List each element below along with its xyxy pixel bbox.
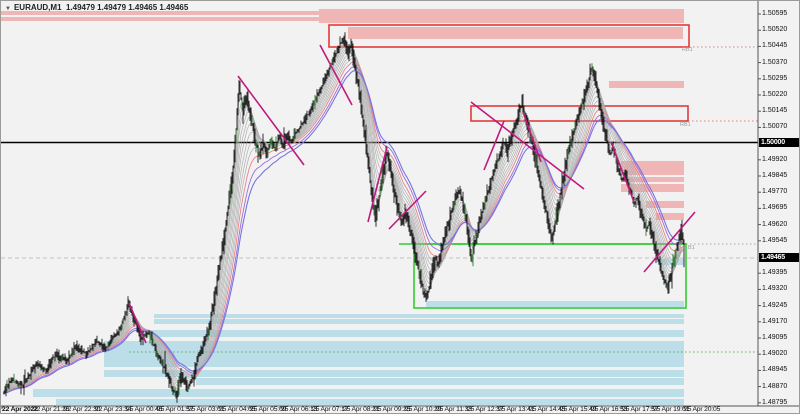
demand-zone[interactable]	[196, 378, 684, 385]
demand-zone[interactable]	[658, 259, 684, 265]
demand-zone[interactable]	[154, 314, 684, 318]
price-axis-label: 1.50445	[762, 42, 788, 50]
trendline-object[interactable]	[367, 146, 388, 223]
axis-corner	[759, 407, 799, 413]
candlesticks-up	[6, 58, 677, 397]
ma-ribbon-line	[2, 43, 684, 394]
price-axis-label: 1.49395	[762, 269, 788, 277]
supply-zone[interactable]	[621, 184, 684, 192]
time-axis-label: 22 Apr 23:34	[95, 406, 132, 413]
demand-zone[interactable]	[426, 301, 684, 307]
time-axis-label: 25 Apr 17:57	[622, 406, 659, 413]
price-axis-label: 1.49095	[762, 334, 788, 341]
price-axis-label: 1.49770	[762, 188, 788, 196]
supply-zone[interactable]	[1, 17, 319, 21]
price-axis-label: 1.48795	[762, 398, 788, 406]
time-axis-label: 25 Apr 05:09	[250, 406, 287, 413]
trendline-object[interactable]	[522, 111, 542, 163]
price-axis-label: 1.49545	[762, 236, 788, 244]
trendline-object[interactable]	[610, 141, 635, 203]
symbol-timeframe-label: EURAUD,M1	[13, 3, 62, 12]
time-axis-label: 25 Apr 03:01	[188, 406, 225, 413]
demand-zone[interactable]	[33, 389, 684, 397]
price-axis-label: 1.49020	[762, 350, 788, 358]
price-axis-label: 1.49320	[762, 285, 788, 293]
demand-zone[interactable]	[148, 330, 684, 337]
time-axis-label: 25 Apr 00:46	[126, 406, 163, 413]
green-rectangle-object[interactable]	[413, 243, 687, 309]
price-axis-label: 1.49695	[762, 204, 788, 212]
horizontal-line-price-tag: 1.50000	[759, 137, 799, 147]
time-axis-label: 22 Apr 22:30	[64, 406, 101, 413]
ohlc-values: 1.49479 1.49479 1.49465 1.49465	[65, 3, 189, 12]
time-axis-label: 25 Apr 01:57	[157, 406, 194, 413]
trendline-object[interactable]	[237, 75, 305, 166]
price-axis-label: 1.48870	[762, 382, 788, 390]
ma-ribbon-line	[2, 48, 684, 394]
trendline-object[interactable]	[470, 101, 585, 190]
price-axis-label: 1.50070	[762, 123, 788, 131]
time-axis-label: 25 Apr 06:13	[281, 406, 318, 413]
demand-zone[interactable]	[104, 341, 684, 367]
time-axis-label: 25 Apr 16:53	[591, 406, 628, 413]
time-axis-label: 25 Apr 08:21	[343, 406, 380, 413]
ma-ribbon-line	[2, 46, 684, 394]
red-rectangle-object[interactable]	[328, 24, 690, 48]
time-axis-label: 25 Apr 12:37	[467, 406, 504, 413]
time-axis-label: 25 Apr 07:17	[312, 406, 349, 413]
price-axis-label: 1.49170	[762, 317, 788, 325]
supply-zone[interactable]	[656, 213, 684, 220]
time-axis-label: 22 Apr 21:26	[33, 406, 70, 413]
price-axis-label: 1.50145	[762, 107, 788, 115]
time-axis-label: 22 Apr 2022	[2, 406, 38, 413]
trendline-object[interactable]	[643, 211, 696, 273]
ma-ribbon-line	[2, 40, 684, 394]
price-axis-label: 1.50220	[762, 91, 788, 98]
price-axis-label: 1.48945	[762, 366, 788, 374]
zone-name-label: B1	[688, 245, 695, 251]
price-axis-label: 1.50595	[762, 10, 788, 17]
time-axis-label: 25 Apr 15:49	[560, 406, 597, 413]
supply-zone[interactable]	[1, 11, 319, 15]
time-axis-label: 25 Apr 04:05	[219, 406, 256, 413]
price-axis-label: 1.50520	[762, 26, 788, 34]
price-axis-label: 1.49845	[762, 172, 788, 179]
zone-name-label: RB1	[682, 47, 693, 53]
trendline-object[interactable]	[319, 44, 353, 106]
candlesticks	[3, 32, 685, 403]
time-axis-label: 25 Apr 14:45	[529, 406, 566, 413]
supply-zone[interactable]	[319, 9, 684, 23]
demand-zone[interactable]	[56, 399, 684, 405]
time-axis-label: 25 Apr 11:33	[436, 406, 472, 413]
price-axis-label: 1.50370	[762, 58, 788, 66]
zone-name-label: RB1	[680, 122, 691, 128]
price-axis-label: 1.49245	[762, 301, 788, 309]
ohlc-header: ▼ EURAUD,M1 1.49479 1.49479 1.49465 1.494…	[5, 3, 188, 12]
time-axis-label: 25 Apr 19:01	[653, 406, 690, 413]
time-axis-label: 25 Apr 10:29	[405, 406, 442, 413]
time-axis-label: 25 Apr 09:25	[374, 406, 411, 413]
trendline-object[interactable]	[388, 190, 427, 230]
supply-zone[interactable]	[646, 201, 684, 208]
supply-zone[interactable]	[621, 177, 684, 182]
ma-blue-line	[2, 70, 684, 394]
demand-zone[interactable]	[104, 370, 684, 377]
price-axis-label: 1.49920	[762, 155, 788, 163]
bid-price-tag: 1.49465	[759, 253, 799, 262]
time-axis-label: 25 Apr 13:41	[498, 406, 535, 413]
demand-zone[interactable]	[154, 319, 684, 324]
ma-ribbon-line	[2, 42, 684, 394]
trendline-object[interactable]	[128, 302, 147, 344]
price-axis-label: 1.50295	[762, 74, 788, 82]
collapse-icon[interactable]: ▼	[5, 6, 11, 12]
supply-zone[interactable]	[609, 81, 684, 88]
time-axis-label: 25 Apr 20:05	[684, 406, 721, 413]
supply-zone[interactable]	[348, 27, 683, 39]
price-axis-label: 1.49620	[762, 220, 788, 228]
trendline-object[interactable]	[483, 120, 505, 171]
